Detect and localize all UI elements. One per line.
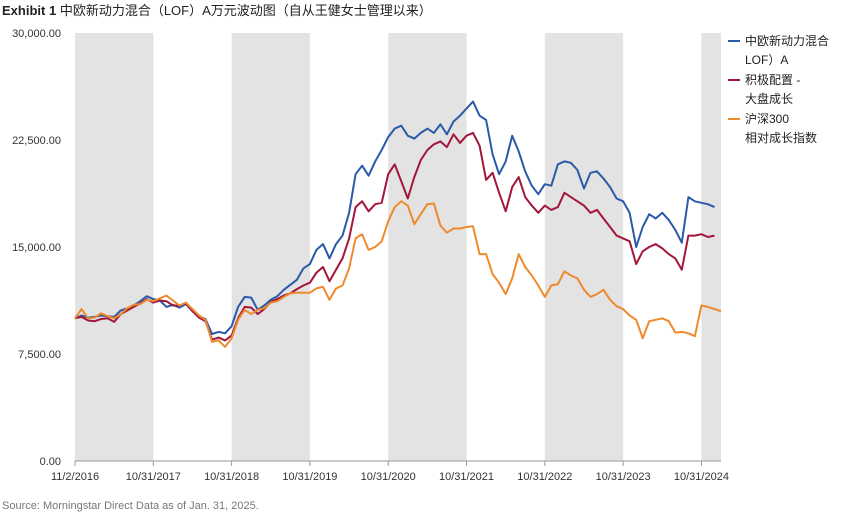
- x-tick-label: 10/31/2023: [596, 471, 651, 483]
- chart-title-row: Exhibit 1 中欧新动力混合（LOF）A万元波动图（自从王健女士管理以来）: [2, 2, 432, 20]
- source-note: Source: Morningstar Direct Data as of Ja…: [2, 500, 259, 512]
- shaded-periods: [75, 33, 721, 461]
- x-tick-label: 10/31/2022: [517, 471, 572, 483]
- y-tick-label: 0.00: [40, 456, 61, 468]
- x-tick-label: 10/31/2019: [282, 471, 337, 483]
- y-tick-label: 15,000.00: [12, 242, 61, 254]
- series-lines: [74, 100, 722, 348]
- shaded-period-0: [75, 33, 154, 461]
- x-tick-label: 10/31/2020: [361, 471, 416, 483]
- legend-label-1: 大盘成长: [745, 91, 793, 106]
- y-tick-label: 30,000.00: [12, 28, 61, 40]
- exhibit-label: Exhibit 1: [2, 3, 57, 18]
- x-tick-label: 11/2/2016: [51, 471, 99, 483]
- legend-label-2: 相对成长指数: [745, 130, 817, 145]
- y-tick-label: 22,500.00: [12, 135, 61, 147]
- legend-label-2: 沪深300: [745, 112, 789, 126]
- shaded-period-4: [701, 33, 721, 461]
- chart-title: 中欧新动力混合（LOF）A万元波动图（自从王健女士管理以来）: [59, 3, 432, 18]
- x-tick-label: 10/31/2024: [674, 471, 729, 483]
- y-axis-ticks: 0.00 7,500.00 15,000.00 22,500.00 30,000.00: [12, 28, 61, 468]
- legend-label-0: 中欧新动力混合: [745, 33, 829, 48]
- shaded-period-3: [544, 33, 624, 461]
- x-tick-label: 10/31/2021: [439, 471, 494, 483]
- y-tick-label: 7,500.00: [18, 349, 61, 361]
- series-line-0: [74, 100, 715, 335]
- x-axis-ticks: 11/2/2016 10/31/2017 10/31/2018 10/31/2019 1…: [51, 461, 729, 483]
- legend-label-0: LOF）A: [745, 53, 788, 67]
- series-line-2: [74, 200, 722, 348]
- shaded-period-2: [388, 33, 467, 461]
- legend-label-1: 积极配置 -: [745, 73, 800, 87]
- x-tick-label: 10/31/2017: [126, 471, 181, 483]
- shaded-period-1: [231, 33, 310, 461]
- x-tick-label: 10/31/2018: [204, 471, 259, 483]
